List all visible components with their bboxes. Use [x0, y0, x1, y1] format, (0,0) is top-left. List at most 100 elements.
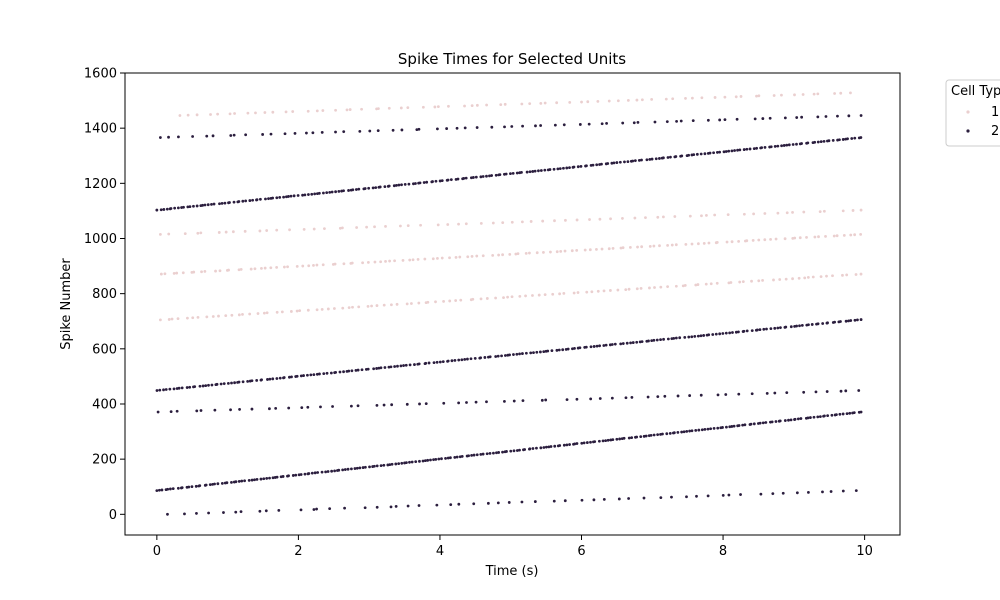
spike-point	[460, 454, 464, 458]
spike-point	[842, 233, 846, 237]
spike-point	[735, 117, 739, 121]
spike-point	[372, 367, 376, 371]
spike-point	[375, 505, 379, 509]
spike-point	[417, 301, 421, 305]
spike-point	[668, 431, 672, 435]
spike-point	[457, 358, 461, 362]
spike-point	[684, 97, 687, 100]
spike-point	[237, 380, 241, 384]
spike-point	[331, 405, 334, 408]
spike-point	[732, 424, 736, 428]
spike-point	[627, 287, 631, 291]
spike-point	[656, 433, 660, 437]
spike-point	[313, 192, 317, 196]
spike-point	[400, 461, 404, 465]
spike-point	[219, 382, 223, 386]
spike-point	[646, 395, 650, 399]
spike-point	[267, 197, 270, 201]
spike-point	[453, 358, 457, 362]
spike-point	[371, 186, 375, 190]
spike-point	[573, 442, 577, 446]
spike-point	[611, 246, 615, 250]
spike-point	[275, 266, 279, 269]
spike-point	[330, 190, 334, 194]
spike-point	[244, 133, 248, 137]
spike-point	[853, 233, 857, 237]
spike-point	[498, 173, 502, 177]
spike-point	[442, 401, 446, 405]
spike-point	[693, 335, 697, 338]
spike-point	[494, 173, 498, 177]
spike-point	[555, 101, 559, 105]
spike-point	[250, 478, 254, 482]
spike-point	[301, 264, 305, 268]
spike-point	[265, 311, 269, 315]
spike-point	[714, 332, 718, 336]
spike-point	[535, 251, 539, 255]
spike-point	[859, 136, 863, 139]
spike-point	[543, 168, 547, 172]
spike-point	[255, 379, 259, 382]
spike-point	[796, 417, 800, 421]
spike-point	[555, 348, 559, 352]
spike-point	[454, 299, 458, 302]
spike-point	[491, 253, 495, 257]
spike-point	[623, 160, 626, 164]
spike-point	[354, 369, 358, 372]
spike-point	[216, 112, 220, 116]
spike-point	[811, 275, 815, 279]
spike-point	[841, 489, 845, 493]
spike-point	[396, 364, 399, 368]
spike-point	[213, 408, 217, 412]
spike-point	[511, 171, 515, 175]
spike-point	[292, 194, 296, 198]
spike-point	[323, 227, 326, 231]
spike-point	[230, 313, 234, 317]
spike-point	[615, 161, 619, 164]
y-tick-label: 1200	[84, 177, 117, 192]
spike-point	[680, 430, 684, 434]
spike-point	[363, 465, 367, 469]
spike-point	[715, 240, 719, 244]
spike-point	[816, 115, 820, 119]
spike-point	[674, 155, 678, 158]
spike-point	[785, 391, 789, 395]
spike-point	[278, 376, 282, 380]
spike-point	[194, 484, 198, 488]
spike-point	[531, 170, 535, 173]
spike-point	[258, 509, 262, 513]
spike-point	[436, 105, 440, 109]
spike-point	[662, 215, 665, 219]
spike-point	[781, 491, 785, 495]
spike-point	[568, 443, 571, 446]
spike-point	[839, 320, 842, 323]
spike-point	[432, 361, 436, 365]
spike-point	[212, 202, 216, 206]
spike-point	[656, 215, 660, 219]
spike-point	[609, 217, 612, 221]
spike-point	[821, 322, 825, 325]
spike-point	[372, 464, 376, 468]
spike-point	[218, 202, 221, 206]
spike-point	[198, 384, 202, 388]
spike-point	[856, 318, 859, 322]
spike-point	[186, 113, 190, 117]
spike-point	[506, 295, 509, 299]
spike-point	[410, 302, 413, 305]
spike-point	[201, 203, 204, 207]
spike-point	[791, 277, 794, 281]
spike-point	[441, 360, 445, 364]
spike-point	[733, 149, 736, 152]
spike-point	[518, 294, 522, 298]
spike-point	[685, 429, 689, 433]
spike-point	[662, 337, 665, 341]
spike-point	[241, 199, 245, 203]
spike-point	[275, 377, 279, 380]
spike-point	[233, 112, 236, 115]
spike-point	[757, 94, 761, 98]
spike-point	[528, 102, 532, 106]
spike-point	[520, 102, 524, 106]
spike-point	[826, 414, 830, 417]
spike-point	[473, 357, 477, 360]
spike-point	[588, 218, 591, 221]
